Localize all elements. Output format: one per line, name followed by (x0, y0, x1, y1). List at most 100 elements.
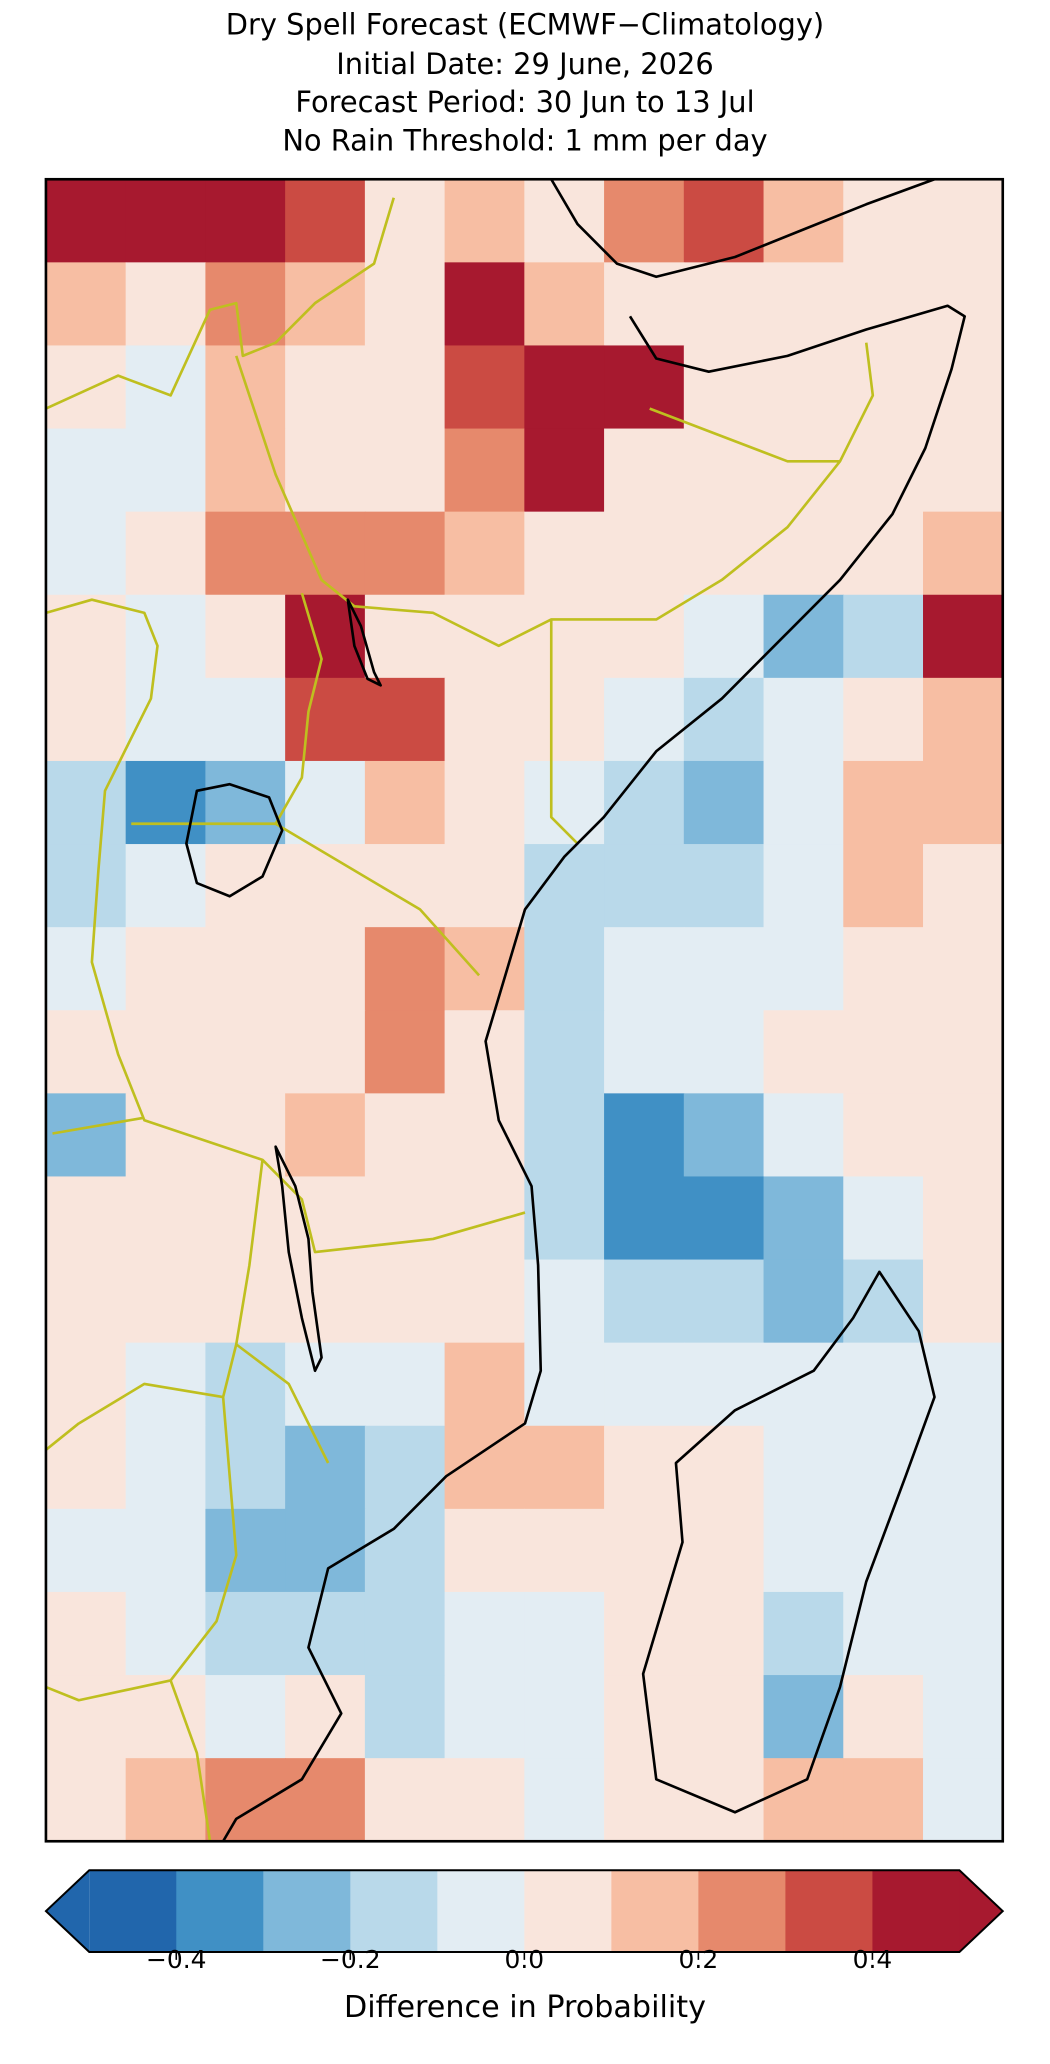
cell (604, 1758, 685, 1842)
cell (364, 262, 446, 347)
cell (763, 1591, 844, 1676)
cell (923, 1342, 1004, 1427)
cell (923, 1093, 1004, 1178)
map-lines (45, 178, 966, 1842)
cell (604, 511, 685, 596)
cell (45, 179, 127, 264)
cell (285, 760, 366, 845)
cell (45, 1425, 127, 1510)
cell (45, 1508, 127, 1593)
cell (205, 677, 286, 762)
cell (524, 1259, 605, 1344)
cell (923, 760, 1004, 845)
cell (843, 179, 924, 264)
cell (444, 428, 525, 513)
cell (524, 511, 605, 596)
cell (524, 927, 605, 1011)
cell (843, 428, 924, 513)
cell (205, 760, 286, 845)
cell (843, 1342, 924, 1427)
cell (125, 511, 207, 596)
cell (683, 1259, 765, 1344)
cell (444, 1093, 525, 1178)
cell (444, 1591, 525, 1676)
cell (125, 594, 207, 679)
cell (923, 179, 1004, 264)
cell (45, 1675, 127, 1759)
cell (205, 1342, 286, 1427)
cell (923, 677, 1004, 762)
cell (604, 1591, 685, 1676)
cell (364, 1425, 446, 1510)
cell (683, 1508, 765, 1593)
cell (285, 1758, 366, 1842)
cell (604, 428, 685, 513)
cell (205, 1176, 286, 1261)
colorbar-tick-label: 0.2 (679, 1945, 719, 1974)
cell (843, 677, 924, 762)
cell (125, 428, 207, 513)
cell (285, 262, 366, 347)
cell (285, 1259, 366, 1344)
cell (843, 1591, 924, 1676)
cell (923, 594, 1004, 679)
cell (843, 1259, 924, 1344)
cell (205, 927, 286, 1011)
cell (763, 428, 844, 513)
cell (205, 179, 286, 264)
cell (763, 1342, 844, 1427)
cell (364, 511, 446, 596)
cell (285, 428, 366, 513)
cell (683, 428, 765, 513)
cell (45, 1758, 127, 1842)
cell (45, 594, 127, 679)
cell (205, 511, 286, 596)
cell (45, 262, 127, 347)
cell (205, 1425, 286, 1510)
title: Dry Spell Forecast (ECMWF−Climatology) (226, 7, 824, 41)
cell (683, 594, 765, 679)
border (45, 197, 875, 1842)
cell (843, 1508, 924, 1593)
cell (45, 511, 127, 596)
cell (683, 179, 765, 264)
cell (683, 345, 765, 430)
cell (125, 760, 207, 845)
cell (444, 677, 525, 762)
cell (763, 677, 844, 762)
colorbar-tick-label: −0.4 (146, 1945, 207, 1974)
colorbar-bin (350, 1870, 438, 1952)
cell (604, 844, 685, 928)
cell (524, 428, 605, 513)
cell (763, 1508, 844, 1593)
cell (763, 262, 844, 347)
cell (205, 1758, 286, 1842)
cell (125, 1010, 207, 1095)
cell (205, 1508, 286, 1593)
cell (683, 1425, 765, 1510)
cell (524, 1758, 605, 1842)
cell (683, 1758, 765, 1842)
cell (763, 927, 844, 1011)
cell (444, 594, 525, 679)
cell (763, 760, 844, 845)
cell (763, 1093, 844, 1178)
cell (923, 1675, 1004, 1759)
cell (45, 428, 127, 513)
cell (524, 345, 605, 430)
cell (763, 1758, 844, 1842)
cell (923, 927, 1004, 1011)
lake (185, 598, 382, 1373)
cell (125, 345, 207, 430)
cell (285, 1176, 366, 1261)
cell (923, 511, 1004, 596)
cell (364, 1093, 446, 1178)
cell (923, 844, 1004, 928)
cell (524, 677, 605, 762)
cell (843, 1093, 924, 1178)
cell (604, 1176, 685, 1261)
cell (125, 1591, 207, 1676)
cell (683, 1010, 765, 1095)
cell (364, 760, 446, 845)
